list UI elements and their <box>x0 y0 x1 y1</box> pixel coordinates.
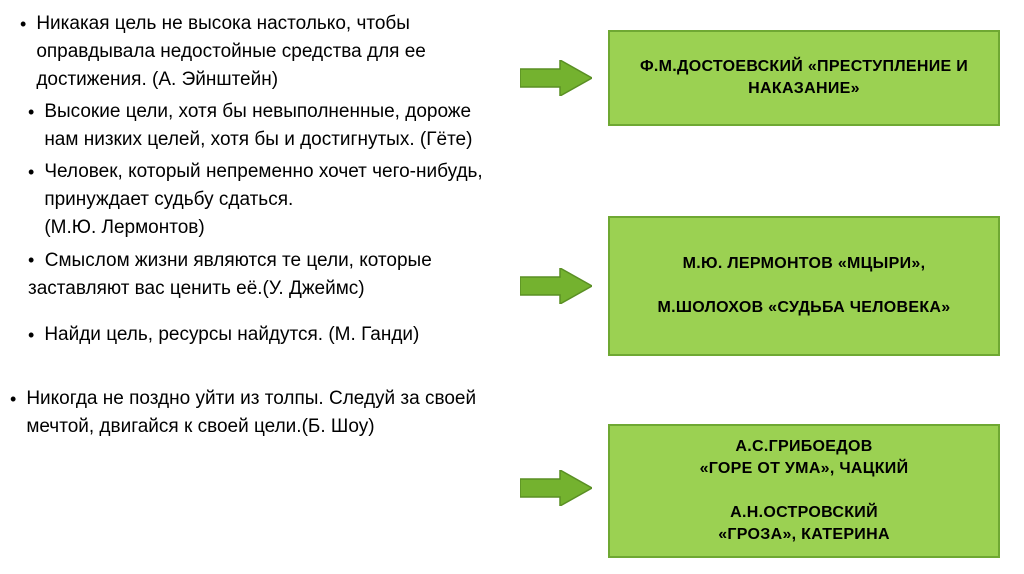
reference-box: М.Ю. ЛЕРМОНТОВ «МЦЫРИ», М.ШОЛОХОВ «СУДЬБ… <box>608 216 1000 356</box>
reference-text: Ф.М.ДОСТОЕВСКИЙ «ПРЕСТУПЛЕНИЕ И НАКАЗАНИ… <box>628 56 980 100</box>
quote-text: Человек, который непременно хочет чего-н… <box>44 158 490 242</box>
quote-item: • Высокие цели, хотя бы невыполненные, д… <box>0 98 500 154</box>
quote-item: • Найди цель, ресурсы найдутся. (М. Ганд… <box>0 321 500 349</box>
quote-text: Никакая цель не высока настолько, чтобы … <box>36 10 490 94</box>
reference-box: А.С.ГРИБОЕДОВ «ГОРЕ ОТ УМА», ЧАЦКИЙ А.Н.… <box>608 424 1000 558</box>
quotes-column: • Никакая цель не высока настолько, чтоб… <box>0 0 500 574</box>
reference-box: Ф.М.ДОСТОЕВСКИЙ «ПРЕСТУПЛЕНИЕ И НАКАЗАНИ… <box>608 30 1000 126</box>
quote-text: Никогда не поздно уйти из толпы. Следуй … <box>26 385 490 441</box>
bullet-icon: • <box>20 10 26 38</box>
arrow-icon <box>520 268 592 304</box>
quote-item: • Смыслом жизни являются те цели, которы… <box>0 246 500 303</box>
quote-item: • Человек, который непременно хочет чего… <box>0 158 500 242</box>
bullet-icon: • <box>28 158 34 186</box>
reference-text: А.С.ГРИБОЕДОВ «ГОРЕ ОТ УМА», ЧАЦКИЙ А.Н.… <box>700 436 909 546</box>
arrow-icon <box>520 60 592 96</box>
quote-item: • Никогда не поздно уйти из толпы. Следу… <box>0 385 500 441</box>
reference-text: М.Ю. ЛЕРМОНТОВ «МЦЫРИ», М.ШОЛОХОВ «СУДЬБ… <box>658 253 951 319</box>
bullet-icon: • <box>28 98 34 126</box>
bullet-icon: • <box>28 250 34 270</box>
quote-item: • Никакая цель не высока настолько, чтоб… <box>0 10 500 94</box>
references-column: Ф.М.ДОСТОЕВСКИЙ «ПРЕСТУПЛЕНИЕ И НАКАЗАНИ… <box>500 0 1024 574</box>
quote-text: Смыслом жизни являются те цели, которые … <box>28 250 432 299</box>
bullet-icon: • <box>10 385 16 413</box>
arrow-icon <box>520 470 592 506</box>
quote-text: Найди цель, ресурсы найдутся. (М. Ганди) <box>44 321 419 349</box>
bullet-icon: • <box>28 321 34 349</box>
quote-text: Высокие цели, хотя бы невыполненные, дор… <box>44 98 490 154</box>
